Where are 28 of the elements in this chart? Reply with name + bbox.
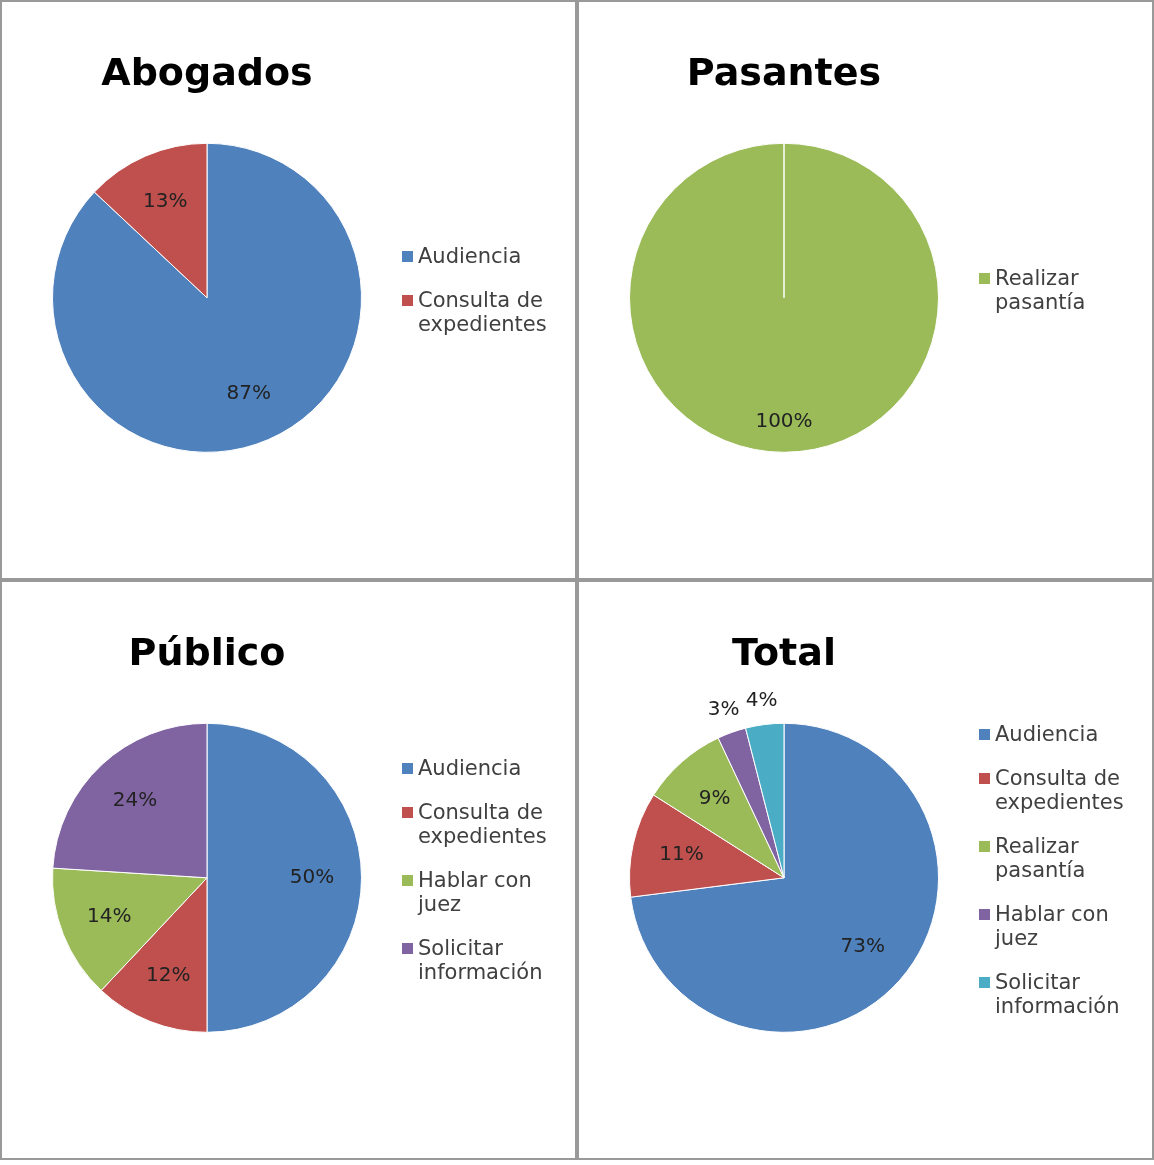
data-label: 9% — [698, 785, 731, 810]
legend-label: Solicitar información — [418, 936, 544, 984]
data-label: 87% — [226, 380, 271, 405]
legend-label: Audiencia — [418, 244, 522, 268]
legend-label: Realizar pasantía — [995, 266, 1087, 314]
data-label: 12% — [146, 961, 191, 986]
legend-label: Consulta de expedientes — [995, 766, 1125, 814]
data-label: 11% — [659, 841, 704, 866]
data-label: 4% — [745, 686, 778, 711]
chart-title: Abogados — [101, 49, 313, 94]
chart-title: Total — [732, 629, 836, 674]
data-label: 50% — [289, 864, 335, 888]
data-label: 24% — [112, 787, 158, 812]
legend-label: Solicitar información — [995, 970, 1121, 1018]
chart-title: Público — [128, 629, 286, 674]
legend-label: Audiencia — [418, 756, 522, 780]
legend-label: Hablar con juez — [995, 902, 1110, 950]
data-label: 14% — [87, 902, 132, 927]
data-label: 3% — [707, 696, 740, 721]
legend-label: Hablar con juez — [418, 868, 533, 916]
data-label: 100% — [755, 407, 813, 432]
legend-label: Consulta de expedientes — [418, 288, 548, 336]
data-label: 73% — [840, 933, 886, 958]
legend-label: Realizar pasantía — [995, 834, 1087, 882]
legend-label: Consulta de expedientes — [418, 800, 548, 848]
chart-title: Pasantes — [686, 49, 882, 94]
data-label: 13% — [143, 187, 188, 212]
legend-label: Audiencia — [995, 722, 1099, 746]
